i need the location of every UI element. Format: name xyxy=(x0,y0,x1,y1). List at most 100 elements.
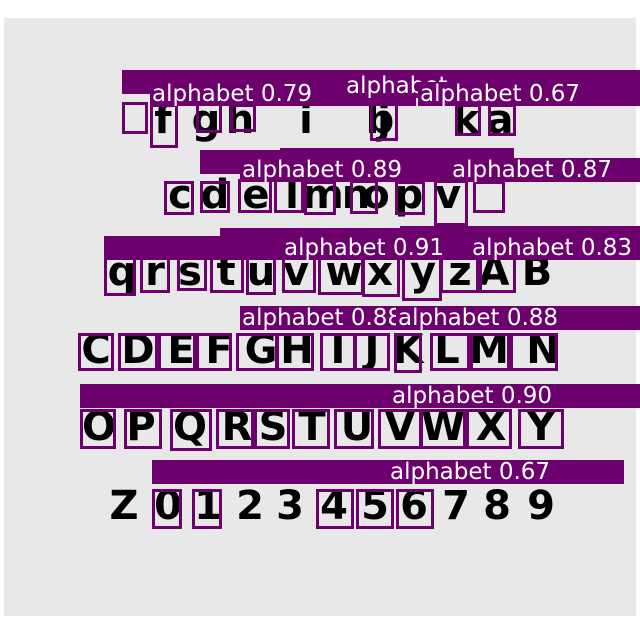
bounding-box xyxy=(466,409,512,449)
bounding-box xyxy=(473,181,505,213)
glyph: R xyxy=(221,404,253,450)
glyph: F xyxy=(205,327,233,373)
glyph: C xyxy=(81,327,111,373)
bounding-box xyxy=(316,489,354,529)
bounding-box xyxy=(152,489,182,529)
glyph: Y xyxy=(526,404,556,450)
bounding-box xyxy=(430,333,470,371)
bounding-box xyxy=(304,181,336,215)
glyph: I xyxy=(330,327,346,373)
bounding-box xyxy=(292,409,330,449)
bounding-box xyxy=(196,333,232,371)
glyph: 8 xyxy=(483,483,511,529)
bounding-box xyxy=(236,333,278,371)
detection-label: alphabet 0.67 xyxy=(418,82,640,106)
bounding-box xyxy=(350,180,378,214)
glyph: 2 xyxy=(236,483,264,529)
glyph: j xyxy=(377,97,391,143)
glyph: U xyxy=(340,404,374,450)
detection-label: alphabet 0.89 xyxy=(240,158,464,182)
glyph: r xyxy=(145,249,165,295)
bounding-box xyxy=(282,257,316,293)
bounding-box xyxy=(140,257,170,293)
glyph: 6 xyxy=(400,483,428,529)
bounding-box xyxy=(276,333,314,371)
glyph: M xyxy=(469,327,509,373)
bounding-box xyxy=(470,333,510,371)
bounding-box xyxy=(210,255,244,293)
bounding-box xyxy=(158,333,196,371)
bounding-box xyxy=(320,333,356,371)
bounding-box xyxy=(122,102,148,134)
bounding-box xyxy=(246,257,276,295)
bounding-box xyxy=(104,256,136,296)
bounding-box xyxy=(396,489,434,529)
bounding-box xyxy=(177,257,207,291)
glyph: 1 xyxy=(194,483,222,529)
glyph: t xyxy=(216,249,236,295)
glyph: 7 xyxy=(442,483,470,529)
bounding-box xyxy=(402,257,442,301)
glyph: c xyxy=(168,172,192,218)
bounding-box xyxy=(216,409,254,449)
bounding-box xyxy=(518,409,564,449)
glyph: 9 xyxy=(527,483,555,529)
glyph: D xyxy=(121,327,155,373)
detection-label: alphabet 0.91 xyxy=(282,236,506,260)
bounding-box xyxy=(274,179,304,213)
bounding-box xyxy=(356,489,394,529)
bounding-box xyxy=(394,333,422,373)
detection-label: alphabet 0.88 xyxy=(396,306,640,330)
glyph: 4 xyxy=(320,483,348,529)
glyph: E xyxy=(167,327,195,373)
bounding-box xyxy=(395,181,425,215)
bounding-box xyxy=(200,181,230,213)
glyph: J xyxy=(364,327,380,373)
glyph: W xyxy=(420,404,466,450)
bounding-box xyxy=(334,409,374,449)
bounding-box xyxy=(378,409,422,449)
bounding-box xyxy=(370,103,398,141)
glyph: H xyxy=(280,327,314,373)
bounding-box xyxy=(318,257,364,295)
detection-label: alphabet 0.67 xyxy=(388,460,624,484)
glyph: V xyxy=(384,404,416,450)
glyph: Q xyxy=(172,404,208,450)
bounding-box xyxy=(455,104,481,136)
bounding-box xyxy=(164,181,194,215)
bounding-box xyxy=(434,180,468,226)
detection-label: alphabet 0.83 xyxy=(470,236,640,260)
glyph: f xyxy=(154,97,172,143)
glyph: s xyxy=(178,249,202,295)
glyph: P xyxy=(126,404,156,450)
bounding-box xyxy=(420,409,466,449)
bounding-box xyxy=(118,333,158,371)
bounding-box xyxy=(192,489,222,529)
detection-label: alphabet 0.90 xyxy=(390,384,640,408)
bounding-box xyxy=(488,104,516,136)
glyph: Z xyxy=(109,483,139,529)
bounding-box xyxy=(362,257,400,297)
bounding-box xyxy=(150,104,178,148)
bounding-box xyxy=(230,104,256,132)
bounding-box xyxy=(354,333,390,371)
glyph: i xyxy=(299,97,313,143)
bounding-box xyxy=(124,409,162,449)
glyph: l xyxy=(285,172,299,218)
glyph: G xyxy=(244,327,278,373)
glyph: K xyxy=(392,327,424,373)
bounding-box xyxy=(78,333,114,371)
bounding-box xyxy=(510,333,558,371)
bounding-box xyxy=(170,409,212,451)
glyph: 5 xyxy=(361,483,389,529)
glyph: O xyxy=(81,404,117,450)
bounding-box xyxy=(238,179,272,213)
glyph: L xyxy=(434,327,460,373)
detection-label: alphabet 0.87 xyxy=(450,158,640,182)
glyph: S xyxy=(258,404,288,450)
glyph: T xyxy=(298,404,326,450)
bounding-box xyxy=(80,409,116,449)
bounding-box xyxy=(254,409,290,449)
glyph: z xyxy=(448,249,472,295)
